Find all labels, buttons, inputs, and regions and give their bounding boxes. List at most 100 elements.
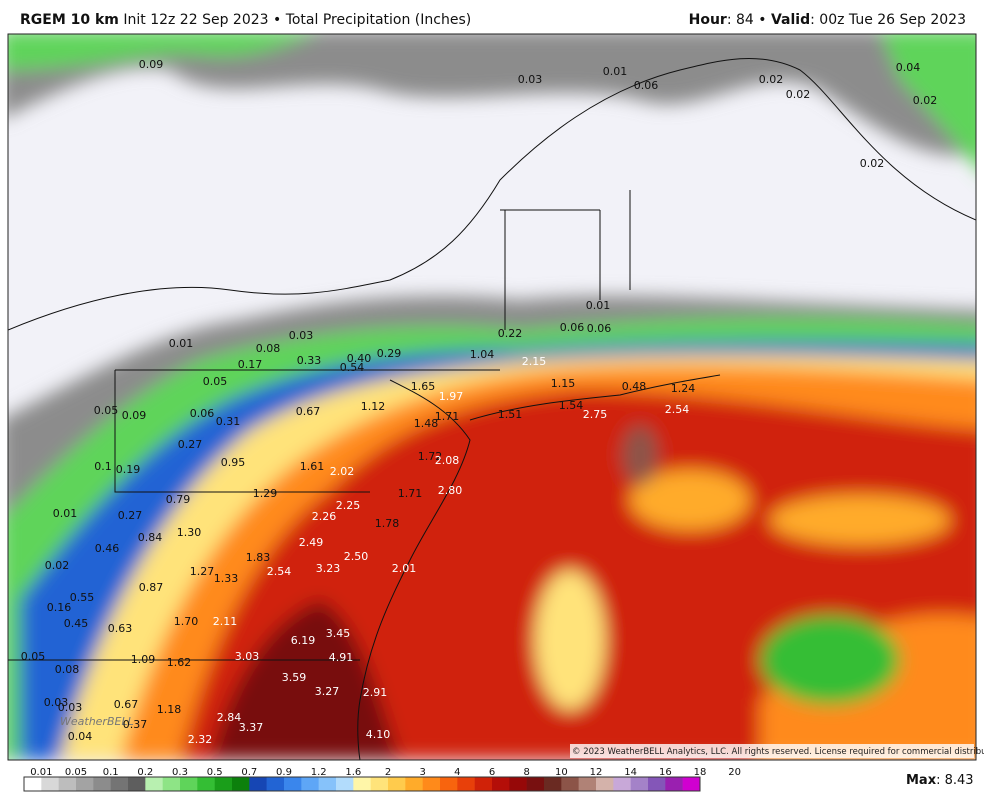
precip-label: 1.72 (418, 450, 443, 463)
colorbar-swatch (232, 777, 250, 791)
precip-label: 0.54 (340, 361, 365, 374)
colorbar-label: 4 (454, 767, 460, 778)
precip-label: 0.06 (587, 322, 612, 335)
max-value: : 8.43 (936, 773, 973, 788)
precip-label: 0.09 (122, 409, 147, 422)
colorbar-label: 0.7 (241, 767, 257, 778)
precip-label: 0.04 (896, 61, 921, 74)
hour-key: Hour (688, 12, 727, 28)
precip-label: 0.27 (178, 438, 203, 451)
colorbar-swatch (76, 777, 94, 791)
colorbar-swatch (266, 777, 285, 791)
precip-label: 0.05 (94, 404, 119, 417)
colorbar-swatch (24, 777, 42, 791)
colorbar-label: 0.9 (276, 767, 292, 778)
precip-label: 0.02 (860, 157, 885, 170)
colorbar-swatch (197, 777, 215, 791)
precip-label: 0.84 (138, 531, 163, 544)
precip-label: 1.18 (157, 703, 182, 716)
precip-label: 0.03 (289, 329, 314, 342)
map-frame (7, 33, 977, 761)
precip-label: 2.50 (344, 550, 369, 563)
precip-label: 1.54 (559, 399, 584, 412)
precip-label: 0.31 (216, 415, 241, 428)
precip-label: 0.46 (95, 542, 120, 555)
colorbar-frame (23, 776, 701, 792)
precip-label: 2.26 (312, 510, 337, 523)
colorbar-swatch (370, 777, 389, 791)
precip-label: 0.02 (913, 94, 938, 107)
precip-label: 1.30 (177, 526, 202, 539)
precip-label: 0.45 (64, 617, 89, 630)
colorbar-label: 0.05 (65, 767, 87, 778)
model: RGEM 10 km (20, 12, 119, 28)
precip-label: 0.01 (53, 507, 78, 520)
max-label: Max: 8.43 (906, 773, 974, 788)
valid-value: : 00z Tue 26 Sep 2023 (810, 12, 966, 28)
precip-label: 2.02 (330, 465, 355, 478)
precip-label: 0.04 (68, 730, 93, 743)
precip-label: 0.48 (622, 380, 647, 393)
colorbar-label: 12 (590, 767, 603, 778)
colorbar-swatch (665, 777, 683, 791)
colorbar-swatch (440, 777, 458, 791)
precip-label: 4.10 (366, 728, 391, 741)
precip-label: 0.02 (786, 88, 811, 101)
colorbar-label: 16 (659, 767, 672, 778)
colorbar-label: 3 (419, 767, 425, 778)
colorbar-label: 1.2 (311, 767, 327, 778)
precip-label: 0.02 (45, 559, 70, 572)
colorbar-swatch (613, 777, 631, 791)
precip-label: 1.65 (411, 380, 436, 393)
colorbar-swatch (336, 777, 354, 791)
precip-label: 0.40 (347, 352, 372, 365)
colorbar-label: 0.2 (137, 767, 153, 778)
precip-label: 0.17 (238, 358, 263, 371)
precip-label: 0.33 (297, 354, 322, 367)
precip-label: 2.11 (213, 615, 238, 628)
precip-label: 1.04 (470, 348, 495, 361)
colorbar-swatch (422, 777, 441, 791)
precip-label: 1.27 (190, 565, 215, 578)
colorbar-swatch (301, 777, 319, 791)
precip-label: 0.67 (296, 405, 321, 418)
colorbar-swatch (509, 777, 527, 791)
colorbar-swatch (630, 777, 649, 791)
hour-value: : 84 • (726, 12, 771, 28)
colorbar-swatch (544, 777, 562, 791)
precip-label: 1.29 (253, 487, 278, 500)
precip-label: 1.51 (498, 408, 523, 421)
precip-label: 0.95 (221, 456, 246, 469)
colorbar-swatch (58, 777, 77, 791)
colorbar-swatch (162, 777, 181, 791)
precip-label: 2.80 (438, 484, 463, 497)
precip-label: 1.15 (551, 377, 576, 390)
precip-label: 4.91 (329, 651, 354, 664)
precip-label: 0.08 (55, 663, 80, 676)
colorbar-label: 0.1 (103, 767, 119, 778)
precip-label: 1.97 (439, 390, 464, 403)
precip-label: 3.45 (326, 627, 351, 640)
precip-label: 1.61 (300, 460, 325, 473)
precip-label: 0.19 (116, 463, 141, 476)
header-right: Hour: 84 • Valid: 00z Tue 26 Sep 2023 (689, 12, 966, 28)
colorbar-label: 1.6 (345, 767, 361, 778)
colorbar-swatch (93, 777, 111, 791)
colorbar-label: 20 (728, 767, 741, 778)
colorbar-label: 0.3 (172, 767, 188, 778)
copyright-bg (570, 744, 974, 758)
precip-label: 3.03 (235, 650, 260, 663)
precip-label: 0.03 (518, 73, 543, 86)
max-key: Max (906, 773, 937, 788)
colorbar-swatch (682, 777, 701, 791)
precip-label: 2.08 (435, 454, 460, 467)
precip-label: 2.84 (217, 711, 242, 724)
precip-label: 3.37 (239, 721, 264, 734)
precip-label: 1.48 (414, 417, 439, 430)
precip-label: 1.71 (398, 487, 423, 500)
precip-label: 1.83 (246, 551, 271, 564)
precip-label: 1.09 (131, 653, 156, 666)
colorbar-label: 0.5 (207, 767, 223, 778)
precip-label: 0.05 (203, 375, 228, 388)
colorbar-swatch (110, 777, 129, 791)
